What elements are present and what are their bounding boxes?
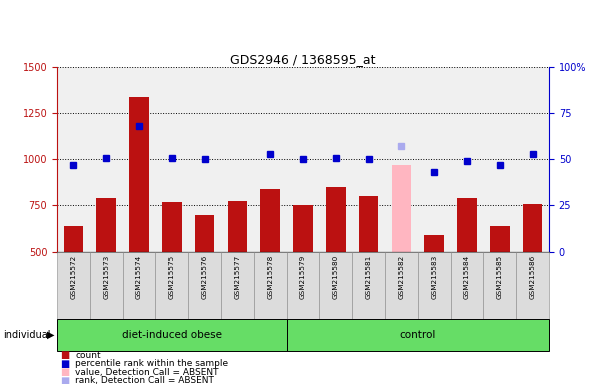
Bar: [188, 252, 221, 319]
Bar: [122, 252, 155, 319]
Text: GSM215572: GSM215572: [70, 255, 76, 299]
Bar: [484, 252, 516, 319]
Text: percentile rank within the sample: percentile rank within the sample: [75, 359, 228, 368]
Bar: [287, 252, 319, 319]
Bar: [359, 196, 379, 252]
Text: GSM215585: GSM215585: [497, 255, 503, 299]
Bar: [523, 204, 542, 252]
Text: GSM215577: GSM215577: [235, 255, 241, 299]
Bar: [293, 205, 313, 252]
Bar: [195, 215, 214, 252]
Text: ■: ■: [60, 376, 69, 384]
Text: GSM215576: GSM215576: [202, 255, 208, 299]
Text: ▶: ▶: [47, 330, 54, 340]
Text: count: count: [75, 351, 101, 360]
Bar: [90, 252, 122, 319]
Bar: [227, 201, 247, 252]
Bar: [392, 165, 411, 252]
Bar: [57, 319, 287, 351]
Bar: [64, 226, 83, 252]
Bar: [254, 252, 287, 319]
Bar: [129, 97, 149, 252]
Text: GSM215573: GSM215573: [103, 255, 109, 299]
Bar: [490, 226, 509, 252]
Bar: [352, 252, 385, 319]
Text: GSM215579: GSM215579: [300, 255, 306, 299]
Bar: [260, 189, 280, 252]
Bar: [385, 252, 418, 319]
Text: ■: ■: [60, 367, 69, 377]
Text: GSM215581: GSM215581: [365, 255, 371, 299]
Bar: [57, 252, 90, 319]
Text: ■: ■: [60, 350, 69, 360]
Bar: [319, 252, 352, 319]
Text: GSM215574: GSM215574: [136, 255, 142, 299]
Text: rank, Detection Call = ABSENT: rank, Detection Call = ABSENT: [75, 376, 214, 384]
Text: GSM215582: GSM215582: [398, 255, 404, 299]
Title: GDS2946 / 1368595_at: GDS2946 / 1368595_at: [230, 53, 376, 66]
Bar: [418, 252, 451, 319]
Bar: [457, 198, 477, 252]
Text: GSM215575: GSM215575: [169, 255, 175, 299]
Text: GSM215584: GSM215584: [464, 255, 470, 299]
Text: control: control: [400, 330, 436, 340]
Bar: [424, 235, 444, 252]
Bar: [287, 319, 549, 351]
Bar: [221, 252, 254, 319]
Text: value, Detection Call = ABSENT: value, Detection Call = ABSENT: [75, 367, 218, 377]
Bar: [162, 202, 182, 252]
Bar: [155, 252, 188, 319]
Text: GSM215580: GSM215580: [333, 255, 339, 299]
Text: diet-induced obese: diet-induced obese: [122, 330, 222, 340]
Text: GSM215583: GSM215583: [431, 255, 437, 299]
Text: GSM215578: GSM215578: [267, 255, 273, 299]
Text: GSM215586: GSM215586: [530, 255, 536, 299]
Bar: [97, 198, 116, 252]
Text: ■: ■: [60, 359, 69, 369]
Bar: [516, 252, 549, 319]
Bar: [326, 187, 346, 252]
Text: individual: individual: [3, 330, 50, 340]
Bar: [451, 252, 484, 319]
